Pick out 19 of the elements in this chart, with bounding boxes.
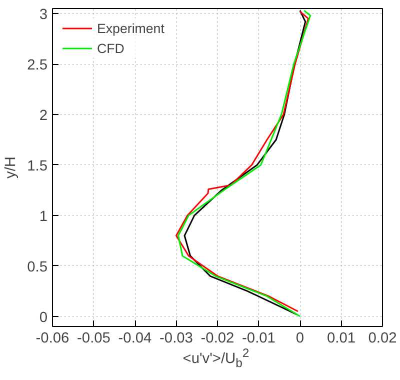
y-tick-label: 1.5 bbox=[27, 158, 48, 174]
x-tick-label: -0.02 bbox=[200, 330, 234, 346]
x-tick-label: -0.01 bbox=[242, 330, 276, 346]
x-tick-label: 0.02 bbox=[368, 330, 397, 346]
x-tick-label: -0.06 bbox=[36, 330, 70, 346]
y-tick-label: 0 bbox=[39, 310, 48, 326]
x-tick-label: -0.03 bbox=[160, 330, 193, 346]
y-tick-label: 2.5 bbox=[27, 58, 48, 74]
x-tick-label: 0.01 bbox=[326, 330, 356, 346]
y-tick-label: 1 bbox=[39, 208, 48, 225]
y-tick-label: 3 bbox=[39, 7, 48, 24]
x-tick-label: 0 bbox=[296, 330, 304, 346]
legend-label: Experiment bbox=[97, 20, 164, 36]
y-tick-label: 0.5 bbox=[27, 259, 48, 276]
x-tick-label: -0.05 bbox=[77, 330, 110, 346]
y-tick-label: 2 bbox=[39, 108, 48, 124]
legend-label: CFD bbox=[97, 40, 124, 56]
y-axis-title: y/H bbox=[3, 156, 20, 178]
x-tick-label: -0.04 bbox=[118, 330, 152, 346]
